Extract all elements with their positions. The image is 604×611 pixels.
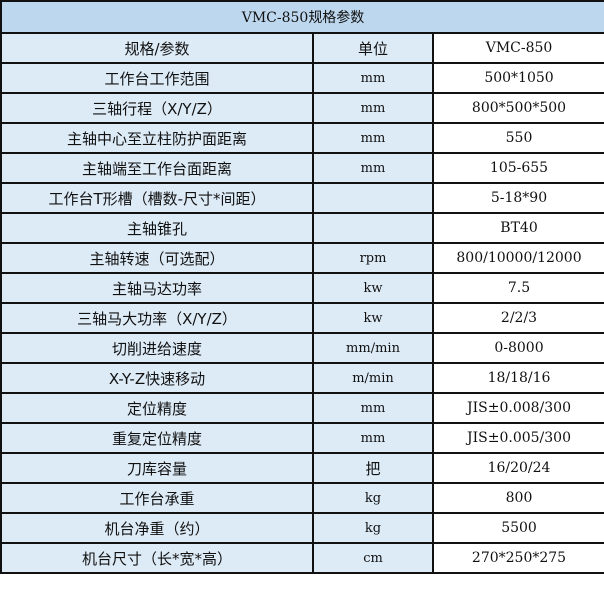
value-cell: BT40 — [431, 212, 604, 244]
spec-cell: 机台尺寸（长*宽*高） — [0, 542, 314, 574]
header-model: VMC-850 — [431, 32, 604, 64]
table-row: 工作台T形槽（槽数-尺寸*间距） 5-18*90 — [0, 182, 604, 214]
table-title: VMC-850规格参数 — [0, 0, 604, 34]
value-cell: 18/18/16 — [431, 362, 604, 394]
spec-cell: 工作台承重 — [0, 482, 314, 514]
title-row: VMC-850规格参数 — [0, 0, 604, 34]
spec-cell: 重复定位精度 — [0, 422, 314, 454]
spec-cell: 机台净重（约） — [0, 512, 314, 544]
table-row: 主轴马达功率 kw 7.5 — [0, 272, 604, 304]
table-row: 机台净重（约） kg 5500 — [0, 512, 604, 544]
unit-cell: mm — [312, 422, 434, 454]
header-spec: 规格/参数 — [0, 32, 314, 64]
spec-table: VMC-850规格参数 规格/参数 单位 VMC-850 工作台工作范围 mm 50… — [0, 0, 604, 574]
value-cell: 800*500*500 — [431, 92, 604, 124]
unit-cell: kw — [312, 272, 434, 304]
table-row: 切削进给速度 mm/min 0-8000 — [0, 332, 604, 364]
table-row: 三轴行程（X/Y/Z） mm 800*500*500 — [0, 92, 604, 124]
spec-cell: 切削进给速度 — [0, 332, 314, 364]
spec-cell: 主轴转速（可选配） — [0, 242, 314, 274]
spec-cell: 主轴锥孔 — [0, 212, 314, 244]
unit-cell — [312, 182, 434, 214]
spec-cell: 工作台工作范围 — [0, 62, 314, 94]
value-cell: 7.5 — [431, 272, 604, 304]
table-row: 主轴锥孔 BT40 — [0, 212, 604, 244]
table-row: 主轴端至工作台面距离 mm 105-655 — [0, 152, 604, 184]
table-row: 定位精度 mm JIS±0.008/300 — [0, 392, 604, 424]
unit-cell: kg — [312, 482, 434, 514]
table-row: 三轴马大功率（X/Y/Z） kw 2/2/3 — [0, 302, 604, 334]
value-cell: 500*1050 — [431, 62, 604, 94]
value-cell: 16/20/24 — [431, 452, 604, 484]
unit-cell — [312, 212, 434, 244]
table-row: 主轴转速（可选配） rpm 800/10000/12000 — [0, 242, 604, 274]
unit-cell: 把 — [312, 452, 434, 484]
unit-cell: kw — [312, 302, 434, 334]
unit-cell: mm — [312, 92, 434, 124]
spec-cell: 主轴马达功率 — [0, 272, 314, 304]
table-row: 工作台工作范围 mm 500*1050 — [0, 62, 604, 94]
table-row: 工作台承重 kg 800 — [0, 482, 604, 514]
value-cell: 5500 — [431, 512, 604, 544]
spec-cell: 三轴行程（X/Y/Z） — [0, 92, 314, 124]
unit-cell: mm — [312, 122, 434, 154]
value-cell: 800 — [431, 482, 604, 514]
unit-cell: mm — [312, 62, 434, 94]
value-cell: 105-655 — [431, 152, 604, 184]
unit-cell: cm — [312, 542, 434, 574]
spec-cell: 刀库容量 — [0, 452, 314, 484]
value-cell: JIS±0.005/300 — [431, 422, 604, 454]
value-cell: JIS±0.008/300 — [431, 392, 604, 424]
table-row: 主轴中心至立柱防护面距离 mm 550 — [0, 122, 604, 154]
unit-cell: m/min — [312, 362, 434, 394]
spec-cell: 主轴端至工作台面距离 — [0, 152, 314, 184]
value-cell: 2/2/3 — [431, 302, 604, 334]
table-row: 刀库容量把 16/20/24 — [0, 452, 604, 484]
spec-cell: 三轴马大功率（X/Y/Z） — [0, 302, 314, 334]
header-row: 规格/参数 单位 VMC-850 — [0, 32, 604, 64]
table-row: 重复定位精度 mm JIS±0.005/300 — [0, 422, 604, 454]
value-cell: 0-8000 — [431, 332, 604, 364]
header-unit: 单位 — [312, 32, 434, 64]
value-cell: 5-18*90 — [431, 182, 604, 214]
spec-cell: 工作台T形槽（槽数-尺寸*间距） — [0, 182, 314, 214]
table-row: X-Y-Z快速移动 m/min 18/18/16 — [0, 362, 604, 394]
unit-cell: rpm — [312, 242, 434, 274]
unit-cell: mm — [312, 152, 434, 184]
spec-cell: X-Y-Z快速移动 — [0, 362, 314, 394]
spec-cell: 定位精度 — [0, 392, 314, 424]
value-cell: 550 — [431, 122, 604, 154]
unit-cell: mm — [312, 392, 434, 424]
unit-cell: mm/min — [312, 332, 434, 364]
value-cell: 270*250*275 — [431, 542, 604, 574]
unit-cell: kg — [312, 512, 434, 544]
table-row: 机台尺寸（长*宽*高） cm 270*250*275 — [0, 542, 604, 574]
value-cell: 800/10000/12000 — [431, 242, 604, 274]
spec-cell: 主轴中心至立柱防护面距离 — [0, 122, 314, 154]
